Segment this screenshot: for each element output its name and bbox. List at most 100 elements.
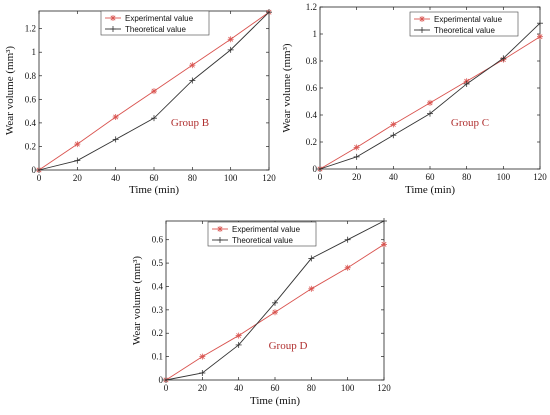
y-tick-label: 0.4 <box>152 281 164 291</box>
y-tick-label: 1 <box>32 47 37 57</box>
data-point <box>266 9 272 16</box>
data-point <box>163 377 169 383</box>
x-tick-label: 20 <box>352 172 362 182</box>
group-annotation: Group B <box>171 117 209 129</box>
legend-label: Experimental value <box>125 14 194 23</box>
data-point <box>112 136 119 143</box>
data-point <box>199 353 206 360</box>
y-tick-label: 0.8 <box>25 71 37 81</box>
data-point <box>427 99 433 106</box>
data-point <box>344 264 351 271</box>
data-point <box>317 166 323 172</box>
legend-label: Theoretical value <box>434 26 495 35</box>
data-point <box>390 121 397 128</box>
x-tick-label: 0 <box>164 383 169 393</box>
chart-panel: 0 20 40 60 80 100 120 0 0.2 0.4 0.6 0.8 1 1.2 Time (mi… <box>281 2 547 196</box>
x-tick-label: 120 <box>533 172 547 182</box>
y-tick-label: 0.4 <box>306 110 318 120</box>
data-point <box>353 144 360 151</box>
y-tick-label: 1 <box>313 29 318 39</box>
legend-label: Theoretical value <box>232 236 293 245</box>
x-tick-label: 20 <box>73 173 83 183</box>
y-tick-label: 0.4 <box>25 118 37 128</box>
x-axis-label: Time (min) <box>250 395 300 407</box>
x-tick-label: 100 <box>497 172 511 182</box>
data-point <box>235 341 242 348</box>
x-tick-label: 80 <box>188 173 198 183</box>
data-point <box>272 299 278 306</box>
data-point <box>353 153 360 160</box>
y-tick-label: 0.2 <box>152 328 163 338</box>
y-tick-label: 0.3 <box>152 305 164 315</box>
legend-box <box>207 221 317 247</box>
data-point <box>235 332 242 339</box>
x-tick-label: 100 <box>224 173 238 183</box>
y-tick-label: 0.2 <box>306 137 317 147</box>
y-axis-label: Wear volume (mm³) <box>281 43 293 132</box>
data-point <box>537 33 543 40</box>
y-axis-label: Wear volume (mm³) <box>4 46 16 135</box>
y-tick-label: 0 <box>32 165 37 175</box>
y-tick-label: 0.6 <box>152 235 164 245</box>
x-tick-label: 60 <box>271 383 281 393</box>
x-tick-label: 120 <box>377 383 391 393</box>
data-point <box>227 46 234 53</box>
data-point <box>272 309 278 316</box>
legend-label: Experimental value <box>232 225 301 234</box>
x-tick-label: 40 <box>234 383 244 393</box>
data-point <box>381 218 387 224</box>
y-tick-label: 0.8 <box>306 56 318 66</box>
y-tick-label: 0.6 <box>306 83 318 93</box>
y-tick-label: 1.2 <box>306 2 317 12</box>
x-tick-label: 80 <box>462 172 472 182</box>
legend-label: Theoretical value <box>125 25 186 34</box>
legend-box <box>100 10 210 36</box>
x-tick-label: 0 <box>37 173 42 183</box>
legend-box <box>409 11 519 37</box>
data-point <box>151 115 157 122</box>
data-point <box>112 114 119 120</box>
data-point <box>74 141 81 148</box>
legend-label: Experimental value <box>434 15 503 24</box>
x-tick-label: 40 <box>111 173 121 183</box>
y-tick-label: 0.6 <box>25 94 37 104</box>
y-tick-label: 1.2 <box>25 24 36 34</box>
data-point <box>36 167 42 173</box>
series-line <box>319 22 541 170</box>
x-tick-label: 80 <box>307 383 317 393</box>
chart-panel: 0 20 40 60 80 100 120 0 0.2 0.4 0.6 0.8 1 1.2 Time (mi… <box>4 9 276 196</box>
x-tick-label: 20 <box>198 383 208 393</box>
y-tick-label: 0.1 <box>152 352 163 362</box>
data-point <box>381 241 387 248</box>
y-tick-label: 0.2 <box>25 141 36 151</box>
x-tick-label: 0 <box>318 172 323 182</box>
data-point <box>308 255 315 262</box>
data-point <box>500 55 507 62</box>
data-point <box>390 132 397 139</box>
x-tick-label: 60 <box>150 173 160 183</box>
x-axis-label: Time (min) <box>129 184 179 196</box>
legend: Experimental value Theoretical value <box>409 11 519 37</box>
x-tick-label: 60 <box>426 172 436 182</box>
data-point <box>189 62 196 69</box>
x-tick-label: 40 <box>389 172 399 182</box>
data-point <box>427 110 433 117</box>
legend: Experimental value Theoretical value <box>207 221 317 247</box>
group-annotation: Group D <box>269 340 308 352</box>
x-tick-label: 120 <box>262 173 276 183</box>
data-point <box>199 369 206 376</box>
legend: Experimental value Theoretical value <box>100 10 210 36</box>
group-annotation: Group C <box>451 117 489 129</box>
y-tick-label: 0 <box>313 164 318 174</box>
x-tick-label: 100 <box>341 383 355 393</box>
y-tick-label: 0.5 <box>152 258 164 268</box>
data-point <box>537 20 543 27</box>
data-point <box>308 285 315 292</box>
data-point <box>189 77 196 84</box>
data-point <box>74 157 81 164</box>
data-point <box>463 80 470 87</box>
x-axis-label: Time (min) <box>405 184 455 196</box>
data-point <box>151 88 157 95</box>
y-tick-label: 0 <box>159 375 164 385</box>
